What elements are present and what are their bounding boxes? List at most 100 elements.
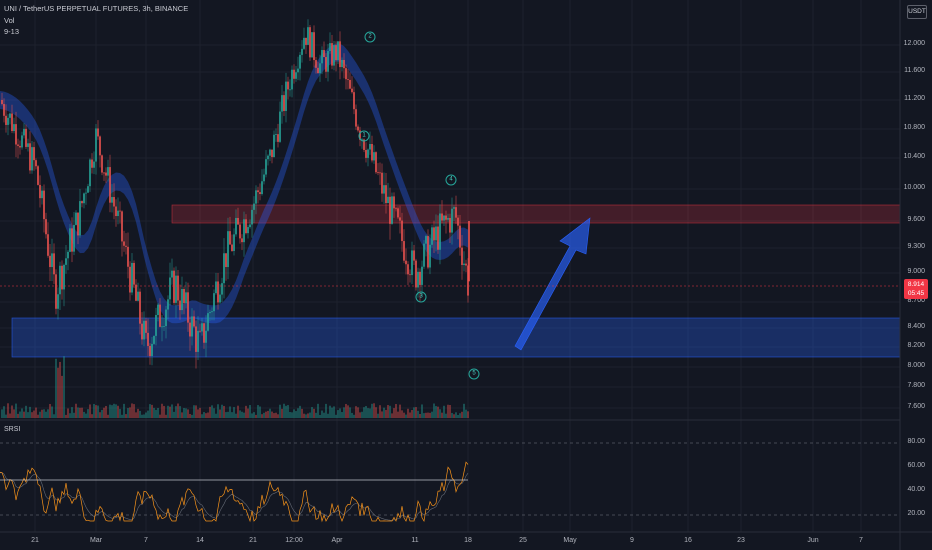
volume-bar [321,410,323,418]
candle [57,287,59,320]
volume-bar [347,405,349,418]
candle [133,260,135,289]
volume-bar [297,408,299,418]
volume-bar [119,408,121,418]
oscillator-label[interactable]: SRSI [4,426,21,433]
candle [427,229,429,270]
candle [287,76,289,100]
volume-bar [455,412,457,418]
volume-bar [135,412,137,418]
candle [315,56,317,74]
volume-bar [263,412,265,418]
volume-bar [325,403,327,418]
volume-bar [249,405,251,418]
volume-bar [291,412,293,418]
volume-bar [161,403,163,418]
volume-bar [31,412,33,418]
volume-bar [395,404,397,418]
volume-bar [137,408,139,418]
symbol-title[interactable]: UNI / TetherUS PERPETUAL FUTURES, 3h, BI… [4,4,189,13]
volume-bar [397,411,399,418]
volume-bar [183,408,185,418]
volume-bar [239,410,241,418]
volume-bar [255,414,257,418]
volume-bar [431,411,433,418]
volume-bar [225,412,227,418]
candle [203,322,205,349]
time-tick-label: 7 [859,537,863,544]
candle [3,98,5,123]
volume-bar [111,405,113,418]
candle [353,86,355,115]
volume-bar [457,414,459,418]
resistance-zone[interactable] [171,204,901,224]
volume-bar [185,408,187,418]
volume-bar [363,407,365,418]
candle [95,124,97,175]
candle [365,142,367,163]
volume-bar [423,413,425,418]
candle [331,34,333,70]
candle [383,172,385,204]
candle [403,229,405,264]
volume-bar [427,412,429,418]
candle [171,258,173,285]
volume-bar [311,407,313,418]
volume-bar [25,405,27,418]
candle [339,31,341,80]
price-tick-label: 8.400 [907,323,925,330]
candle [375,151,377,174]
volume-bar [399,404,401,418]
volume-bar [83,411,85,418]
volume-bar [1,409,3,418]
candle [157,302,159,322]
candle [215,272,217,295]
candle [431,224,433,248]
candle [197,316,199,361]
candle [191,308,193,346]
currency-button[interactable]: USDT [907,5,927,19]
candle [435,214,437,252]
volume-indicator-label[interactable]: Vol [4,16,15,25]
price-tick-label: 7.800 [907,382,925,389]
candle [193,310,195,328]
candle [283,91,285,117]
volume-bar [393,408,395,418]
candle [373,145,375,164]
volume-bar [201,414,203,418]
volume-bar [309,412,311,418]
volume-bar [441,412,443,418]
volume-bar [343,407,345,418]
volume-bar [205,413,207,418]
volume-bar [267,410,269,418]
volume-bar [181,412,183,418]
volume-bar [243,412,245,418]
volume-bar [81,407,83,418]
volume-bar [157,408,159,418]
candle [299,51,301,81]
candle [153,335,155,345]
candle [401,212,403,252]
projection-arrow[interactable] [514,217,591,351]
oscillator-tick-label: 60.00 [907,462,925,469]
volume-bar [19,411,21,418]
candle [263,168,265,185]
ema-indicator-label[interactable]: 9-13 [4,27,20,36]
volume-bar [463,403,465,418]
volume-bar [167,405,169,418]
candle [307,19,309,45]
candle [233,228,235,256]
volume-bar [17,413,19,418]
candle [119,201,121,224]
candle [229,216,231,245]
volume-bar [425,412,427,418]
candle [87,183,89,193]
volume-bar [251,413,253,418]
volume-bar [133,404,135,418]
volume-bar [279,404,281,418]
candle [397,206,399,220]
volume-bar [413,407,415,418]
candle [399,205,401,234]
